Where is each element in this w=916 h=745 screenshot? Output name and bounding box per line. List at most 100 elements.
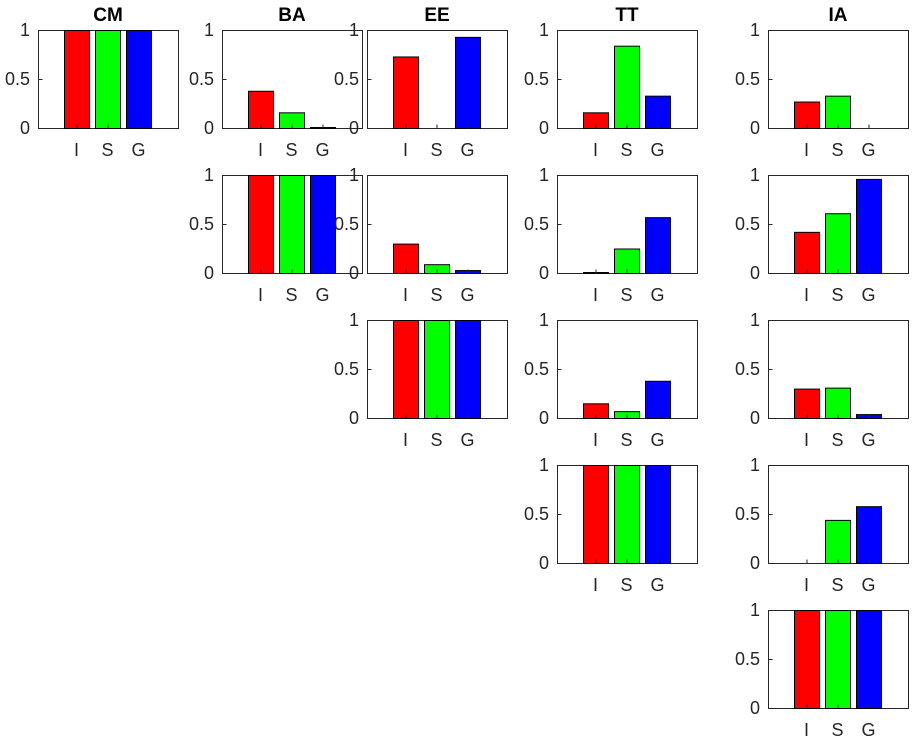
- panel-r0-c0: 0 0.5 1 I S G: [5, 20, 179, 160]
- y-tick-label: 0: [750, 698, 760, 718]
- y-tick-label: 1: [20, 20, 30, 40]
- bar-g: [455, 36, 481, 129]
- x-tick-label: G: [861, 285, 875, 305]
- x-tick-label: S: [831, 720, 843, 740]
- y-tick-label: 1: [539, 455, 549, 475]
- bar-i: [794, 101, 820, 129]
- y-tick-label: 1: [539, 310, 549, 330]
- panel-r0-c3: 0 0.5 1 I S G: [524, 20, 698, 160]
- y-tick-label: 0: [539, 263, 549, 283]
- bar-g: [645, 380, 671, 420]
- bar-s: [614, 45, 640, 129]
- x-tick-label: S: [285, 140, 297, 160]
- y-tick-label: 0.5: [735, 214, 760, 234]
- y-tick-label: 0: [349, 408, 359, 428]
- y-tick-label: 0: [204, 263, 214, 283]
- y-tick-label: 0.5: [735, 649, 760, 669]
- bar-g: [856, 178, 882, 274]
- axes-box: [367, 175, 508, 274]
- y-tick-label: 0: [750, 553, 760, 573]
- panel-r0-c4: 0 0.5 1 I S G: [735, 20, 909, 160]
- y-tick-label: 0.5: [524, 69, 549, 89]
- y-tick-label: 1: [750, 165, 760, 185]
- column-title-ee: EE: [424, 5, 449, 26]
- x-tick-label: G: [861, 140, 875, 160]
- bar-g: [645, 465, 671, 564]
- bar-s: [825, 213, 851, 274]
- x-tick-label: G: [460, 430, 474, 450]
- x-tick-label: G: [131, 140, 145, 160]
- y-tick-label: 0: [20, 118, 30, 138]
- x-tick-label: I: [403, 140, 408, 160]
- y-tick-label: 1: [349, 20, 359, 40]
- bar-g: [126, 30, 152, 129]
- y-tick-label: 0: [539, 408, 549, 428]
- panel-r4-c4: 0 0.5 1 I S G: [735, 600, 909, 740]
- bar-s: [279, 175, 305, 274]
- x-tick-label: S: [620, 140, 632, 160]
- bar-s: [825, 519, 851, 565]
- x-tick-label: G: [460, 140, 474, 160]
- x-tick-label: G: [650, 575, 664, 595]
- x-tick-label: G: [861, 720, 875, 740]
- y-tick-label: 0: [349, 118, 359, 138]
- y-tick-label: 0.5: [524, 504, 549, 524]
- column-title-cm: CM: [93, 5, 123, 26]
- x-tick-label: G: [650, 285, 664, 305]
- x-tick-label: I: [804, 140, 809, 160]
- x-tick-label: S: [620, 285, 632, 305]
- panel-r3-c4: 0 0.5 1 I S G: [735, 455, 909, 595]
- bar-g: [310, 175, 336, 274]
- x-tick-label: G: [650, 140, 664, 160]
- x-tick-label: I: [403, 430, 408, 450]
- y-tick-label: 0.5: [735, 504, 760, 524]
- y-tick-label: 0.5: [735, 69, 760, 89]
- bar-g: [645, 217, 671, 274]
- x-tick-label: G: [315, 140, 329, 160]
- bar-i: [248, 175, 274, 274]
- bar-i: [794, 610, 820, 709]
- x-tick-label: I: [593, 575, 598, 595]
- x-tick-label: G: [861, 575, 875, 595]
- y-tick-label: 1: [750, 310, 760, 330]
- x-tick-label: S: [620, 430, 632, 450]
- x-tick-label: I: [258, 285, 263, 305]
- bar-s: [825, 95, 851, 130]
- bar-i: [248, 90, 274, 130]
- bar-i: [393, 320, 419, 419]
- panel-r1-c3: 0 0.5 1 I S G: [524, 165, 698, 305]
- y-tick-label: 1: [204, 20, 214, 40]
- panel-r0-c1: 0 0.5 1 I S G: [189, 20, 363, 160]
- y-tick-label: 1: [349, 165, 359, 185]
- bar-i: [64, 30, 90, 129]
- y-tick-label: 0.5: [334, 69, 359, 89]
- x-tick-label: I: [804, 285, 809, 305]
- y-tick-label: 1: [750, 455, 760, 475]
- x-tick-label: S: [285, 285, 297, 305]
- y-tick-label: 0.5: [189, 69, 214, 89]
- bar-i: [583, 465, 609, 564]
- x-tick-label: I: [593, 430, 598, 450]
- axes-box: [367, 30, 508, 129]
- axes-box: [557, 320, 698, 419]
- x-tick-label: S: [101, 140, 113, 160]
- column-title-ia: IA: [829, 5, 848, 26]
- x-tick-label: S: [430, 285, 442, 305]
- x-tick-label: G: [460, 285, 474, 305]
- x-tick-label: I: [403, 285, 408, 305]
- x-tick-label: I: [804, 720, 809, 740]
- x-tick-label: I: [593, 285, 598, 305]
- bar-i: [393, 56, 419, 129]
- y-tick-label: 0.5: [524, 359, 549, 379]
- bar-g: [455, 320, 481, 419]
- x-tick-label: S: [831, 140, 843, 160]
- y-tick-label: 1: [204, 165, 214, 185]
- y-tick-label: 0: [204, 118, 214, 138]
- y-tick-label: 0.5: [5, 69, 30, 89]
- x-tick-label: S: [430, 430, 442, 450]
- panel-r0-c2: 0 0.5 1 I S G: [334, 20, 508, 160]
- x-tick-label: S: [831, 285, 843, 305]
- y-tick-label: 0: [750, 263, 760, 283]
- axes-box: [222, 30, 363, 129]
